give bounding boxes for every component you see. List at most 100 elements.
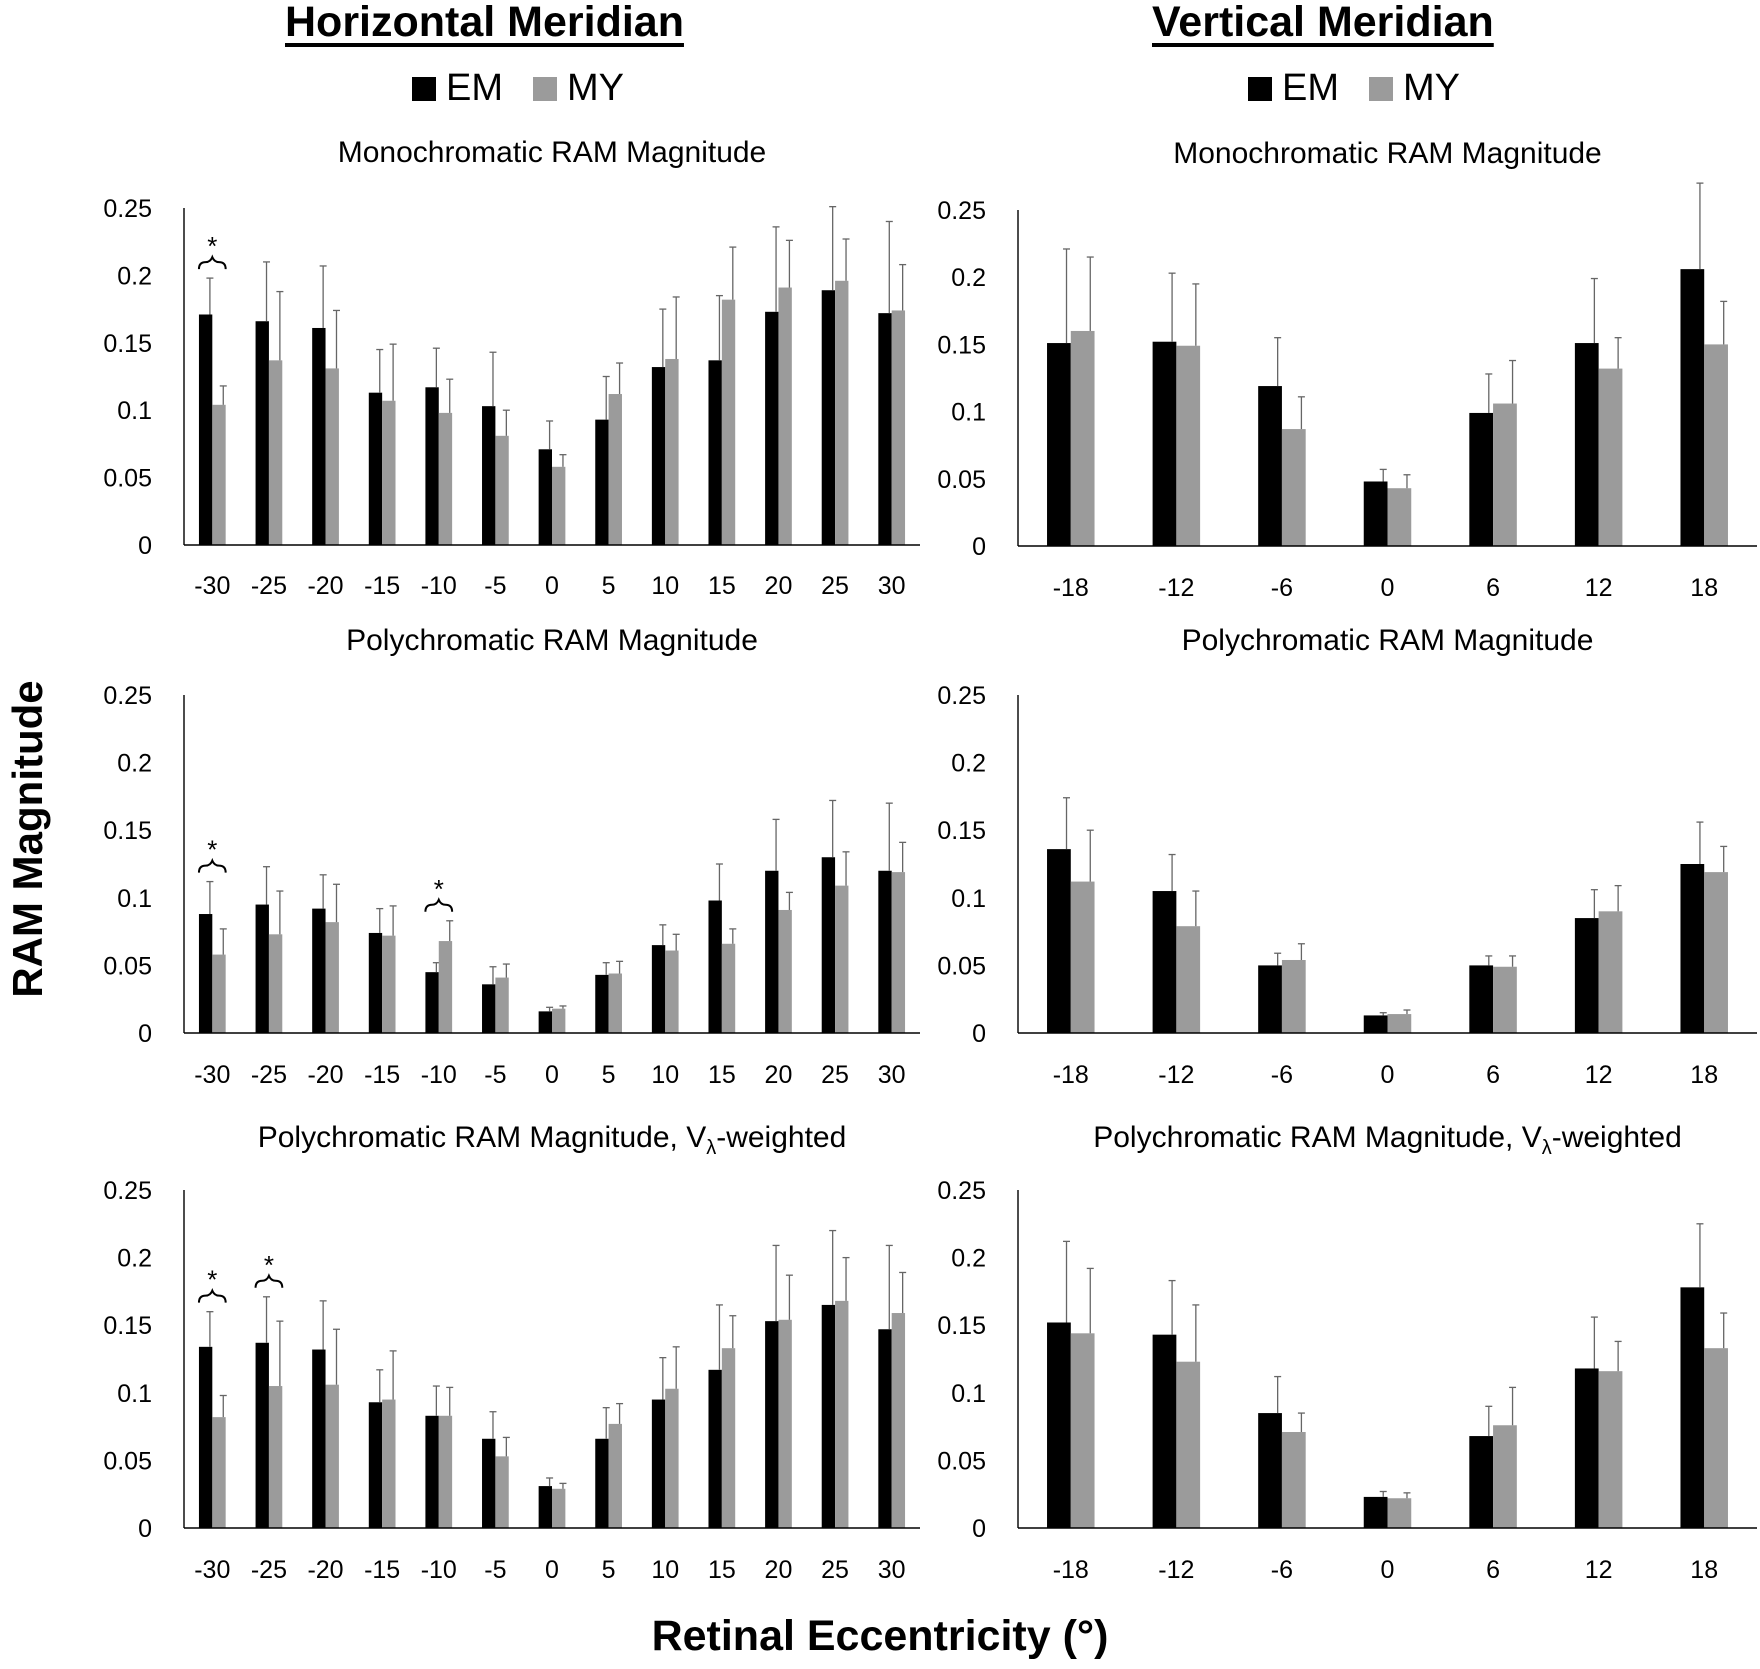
significance-bracket <box>254 1273 284 1288</box>
bar-my <box>382 1399 396 1528</box>
y-tick-label: 0.2 <box>951 1245 986 1273</box>
chart-v1: Monochromatic RAM Magnitude 0 0.05 0.1 0.15 0… <box>937 137 1757 602</box>
bar-my <box>1704 344 1728 546</box>
x-tick-label: 0 <box>1381 574 1395 602</box>
bar-em <box>1152 1334 1177 1528</box>
bar-my <box>212 1417 226 1528</box>
x-tick-label: -25 <box>251 572 287 600</box>
x-tick-label: -12 <box>1158 574 1194 602</box>
bar-em <box>1680 1287 1705 1528</box>
x-tick-label: 18 <box>1690 1061 1718 1089</box>
significance-star: * <box>207 835 217 865</box>
y-tick-label: 0.1 <box>951 1380 986 1408</box>
bar-em <box>482 984 496 1033</box>
y-tick-label: 0.2 <box>117 262 152 290</box>
bar-em <box>765 1321 779 1528</box>
bar-em <box>1152 891 1177 1033</box>
bar-my <box>438 941 453 1033</box>
bar-em <box>878 1329 892 1528</box>
chart-v3: Polychromatic RAM Magnitude, Vλ-weighted… <box>937 1121 1757 1584</box>
bar-em <box>425 387 439 545</box>
bar-em <box>1258 965 1282 1033</box>
y-tick-label: 0.1 <box>117 1380 152 1408</box>
y-tick-label: 0.2 <box>117 1245 152 1273</box>
bar-em <box>1469 412 1494 546</box>
x-tick-label: -18 <box>1053 574 1089 602</box>
bar-em <box>312 327 326 545</box>
y-tick-label: 0.2 <box>951 750 986 778</box>
y-tick-label: 0.25 <box>103 1177 152 1205</box>
bar-em <box>368 392 383 545</box>
y-tick-label: 0.25 <box>103 195 152 223</box>
bar-my <box>778 1319 792 1528</box>
bar-my <box>721 1348 736 1528</box>
bar-my <box>1493 1425 1517 1528</box>
bar-my <box>1598 368 1623 546</box>
bar-my <box>268 360 283 545</box>
bar-em <box>1047 849 1071 1033</box>
bar-em <box>1152 341 1177 546</box>
x-tick-label: -15 <box>364 572 400 600</box>
bar-my <box>1281 429 1306 546</box>
bar-em <box>1258 1413 1282 1528</box>
bar-my <box>552 1488 566 1528</box>
x-tick-label: -10 <box>421 1061 457 1089</box>
bar-my <box>608 1423 622 1528</box>
bar-em <box>1574 343 1599 546</box>
chart-h3: Polychromatic RAM Magnitude, Vλ-weighted… <box>103 1121 920 1584</box>
legend-em-swatch <box>412 76 436 101</box>
legend-my-label: MY <box>1403 67 1460 109</box>
y-tick-label: 0.25 <box>937 197 986 225</box>
bar-my <box>1281 1432 1306 1528</box>
x-tick-label: 5 <box>602 1556 616 1584</box>
bar-em <box>821 290 836 545</box>
y-tick-label: 0.1 <box>117 885 152 913</box>
y-tick-label: 0.15 <box>103 1312 152 1340</box>
bar-my <box>1493 966 1517 1033</box>
x-tick-label: 25 <box>821 1556 849 1584</box>
bar-em <box>312 1349 326 1528</box>
bar-em <box>368 932 383 1033</box>
x-tick-label: 15 <box>708 572 736 600</box>
bar-my <box>1070 1333 1095 1528</box>
x-tick-label: -25 <box>251 1556 287 1584</box>
x-tick-label: 30 <box>878 1556 906 1584</box>
bar-my <box>891 1313 906 1528</box>
bar-em <box>1258 386 1282 546</box>
x-tick-label: 0 <box>545 1556 559 1584</box>
bar-my <box>1493 403 1517 546</box>
significance-star: * <box>264 1250 274 1280</box>
x-tick-label: 12 <box>1585 1061 1613 1089</box>
x-tick-label: 15 <box>708 1061 736 1089</box>
significance-star: * <box>434 874 444 904</box>
x-tick-label: 10 <box>651 572 679 600</box>
bar-my <box>495 1456 509 1528</box>
bar-em <box>821 1304 836 1528</box>
x-tick-label: -5 <box>484 572 506 600</box>
bar-em <box>878 313 892 545</box>
x-axis-title: Retinal Eccentricity (°) <box>651 1612 1109 1660</box>
bar-em <box>198 314 213 545</box>
y-tick-label: 0.1 <box>117 397 152 425</box>
x-tick-label: 15 <box>708 1556 736 1584</box>
legend-my-swatch <box>1369 76 1393 101</box>
bar-my <box>608 394 622 545</box>
y-tick-label: 0.15 <box>937 331 986 359</box>
bar-em <box>651 945 666 1033</box>
bar-my <box>608 973 622 1033</box>
bar-my <box>835 885 849 1033</box>
bar-em <box>1469 965 1494 1033</box>
x-tick-label: -18 <box>1053 1556 1089 1584</box>
bar-my <box>268 1386 283 1528</box>
x-tick-label: 25 <box>821 572 849 600</box>
x-tick-label: -25 <box>251 1061 287 1089</box>
x-tick-label: 18 <box>1690 1556 1718 1584</box>
x-tick-label: -5 <box>484 1061 506 1089</box>
x-tick-label: 30 <box>878 572 906 600</box>
bar-em <box>482 406 496 545</box>
bar-em <box>708 360 722 545</box>
x-tick-label: -12 <box>1158 1061 1194 1089</box>
bar-em <box>708 1369 722 1528</box>
bar-my <box>1704 1348 1728 1528</box>
